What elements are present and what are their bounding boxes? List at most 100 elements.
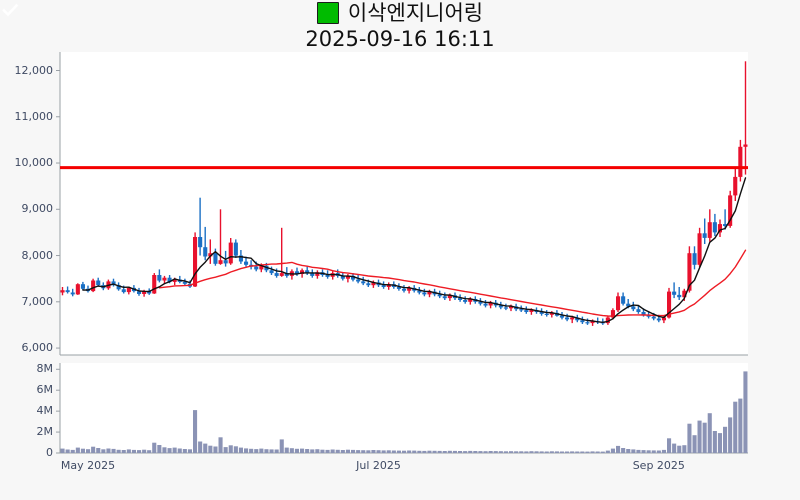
candle-body bbox=[717, 224, 722, 233]
volume-bar bbox=[702, 422, 707, 453]
date-axis-tick-label: Sep 2025 bbox=[632, 459, 685, 472]
candle-body bbox=[626, 303, 631, 307]
price-axis-tick-label: 6,000 bbox=[21, 341, 54, 355]
candle-body bbox=[565, 317, 570, 320]
price-axis-tick-label: 8,000 bbox=[21, 248, 54, 262]
volume-bar bbox=[539, 451, 544, 453]
candle-body bbox=[458, 298, 463, 300]
volume-bar bbox=[509, 451, 514, 453]
candle-body bbox=[80, 284, 85, 289]
candle-body bbox=[111, 281, 116, 286]
volume-bar bbox=[284, 447, 289, 453]
volume-bar bbox=[605, 450, 610, 453]
candle-body bbox=[631, 306, 636, 310]
volume-axis-tick-label: 4M bbox=[36, 404, 54, 418]
green-check-icon bbox=[2, 2, 339, 24]
volume-bar bbox=[356, 450, 361, 453]
volume-bar bbox=[65, 449, 70, 453]
volume-bar bbox=[544, 451, 549, 453]
candle-body bbox=[198, 237, 203, 248]
candle-body bbox=[743, 144, 748, 147]
candle-body bbox=[284, 273, 289, 276]
volume-bar bbox=[371, 450, 376, 453]
candle-body bbox=[157, 275, 162, 281]
candle-body bbox=[213, 253, 218, 264]
candle-body bbox=[570, 317, 575, 320]
volume-bar bbox=[345, 449, 350, 453]
volume-bar bbox=[717, 433, 722, 453]
volume-bar bbox=[269, 449, 274, 453]
volume-bar bbox=[233, 446, 238, 453]
volume-bar bbox=[738, 398, 743, 453]
candle-body bbox=[75, 284, 80, 295]
volume-bar bbox=[305, 449, 310, 453]
volume-bar bbox=[707, 413, 712, 453]
candle-body bbox=[60, 290, 65, 293]
volume-bar bbox=[682, 445, 687, 453]
price-axis-tick-label: 9,000 bbox=[21, 202, 54, 216]
volume-bar bbox=[223, 447, 228, 453]
candle-body bbox=[417, 290, 422, 293]
volume-bar bbox=[661, 449, 666, 453]
volume-bar bbox=[580, 451, 585, 453]
candle-body bbox=[442, 296, 447, 299]
candle-body bbox=[356, 279, 361, 282]
volume-bar bbox=[396, 450, 401, 453]
candle-body bbox=[386, 284, 391, 287]
volume-bar bbox=[193, 410, 198, 453]
volume-axis-tick-label: 2M bbox=[36, 425, 54, 439]
volume-bar bbox=[641, 450, 646, 453]
candle-body bbox=[733, 176, 738, 196]
volume-bar bbox=[213, 446, 218, 453]
candle-body bbox=[279, 273, 284, 276]
volume-bar bbox=[412, 450, 417, 453]
volume-bar bbox=[488, 451, 493, 453]
volume-bar bbox=[172, 447, 177, 453]
volume-bar bbox=[310, 449, 315, 453]
candle-body bbox=[396, 287, 401, 289]
chart-timestamp: 2025-09-16 16:11 bbox=[305, 27, 495, 51]
candle-body bbox=[116, 285, 121, 290]
candle-body bbox=[361, 281, 366, 284]
candle-body bbox=[203, 247, 208, 257]
candle-body bbox=[549, 312, 554, 315]
candle-body bbox=[65, 290, 70, 293]
volume-bar bbox=[325, 449, 330, 453]
candle-body bbox=[305, 270, 310, 274]
candle-body bbox=[712, 222, 717, 233]
candle-body bbox=[610, 310, 615, 318]
volume-bar bbox=[447, 450, 452, 453]
candle-body bbox=[580, 320, 585, 323]
candle-body bbox=[172, 279, 177, 282]
volume-bar bbox=[570, 451, 575, 453]
candle-body bbox=[427, 291, 432, 295]
volume-bar bbox=[468, 450, 473, 453]
candle-body bbox=[147, 291, 152, 294]
volume-bar bbox=[407, 450, 412, 453]
volume-bar bbox=[590, 451, 595, 453]
volume-bar bbox=[565, 451, 570, 453]
candle-body bbox=[590, 321, 595, 324]
title-row: 이삭엔지니어링 bbox=[2, 0, 483, 26]
candle-body bbox=[366, 283, 371, 286]
volume-bar bbox=[473, 451, 478, 453]
candle-body bbox=[437, 294, 442, 297]
candle-body bbox=[575, 317, 580, 321]
candle-body bbox=[167, 277, 172, 282]
volume-bar bbox=[111, 448, 116, 453]
volume-bar bbox=[152, 442, 157, 453]
volume-bar bbox=[442, 451, 447, 453]
volume-bar bbox=[335, 449, 340, 453]
candle-body bbox=[137, 291, 142, 294]
volume-bar bbox=[330, 449, 335, 453]
candle-body bbox=[463, 300, 468, 302]
volume-bar bbox=[697, 420, 702, 453]
candle-body bbox=[407, 287, 412, 291]
candle-body bbox=[697, 233, 702, 265]
volume-bar bbox=[595, 451, 600, 453]
candle-body bbox=[121, 289, 126, 293]
volume-bar bbox=[203, 443, 208, 453]
volume-bar bbox=[131, 449, 136, 453]
